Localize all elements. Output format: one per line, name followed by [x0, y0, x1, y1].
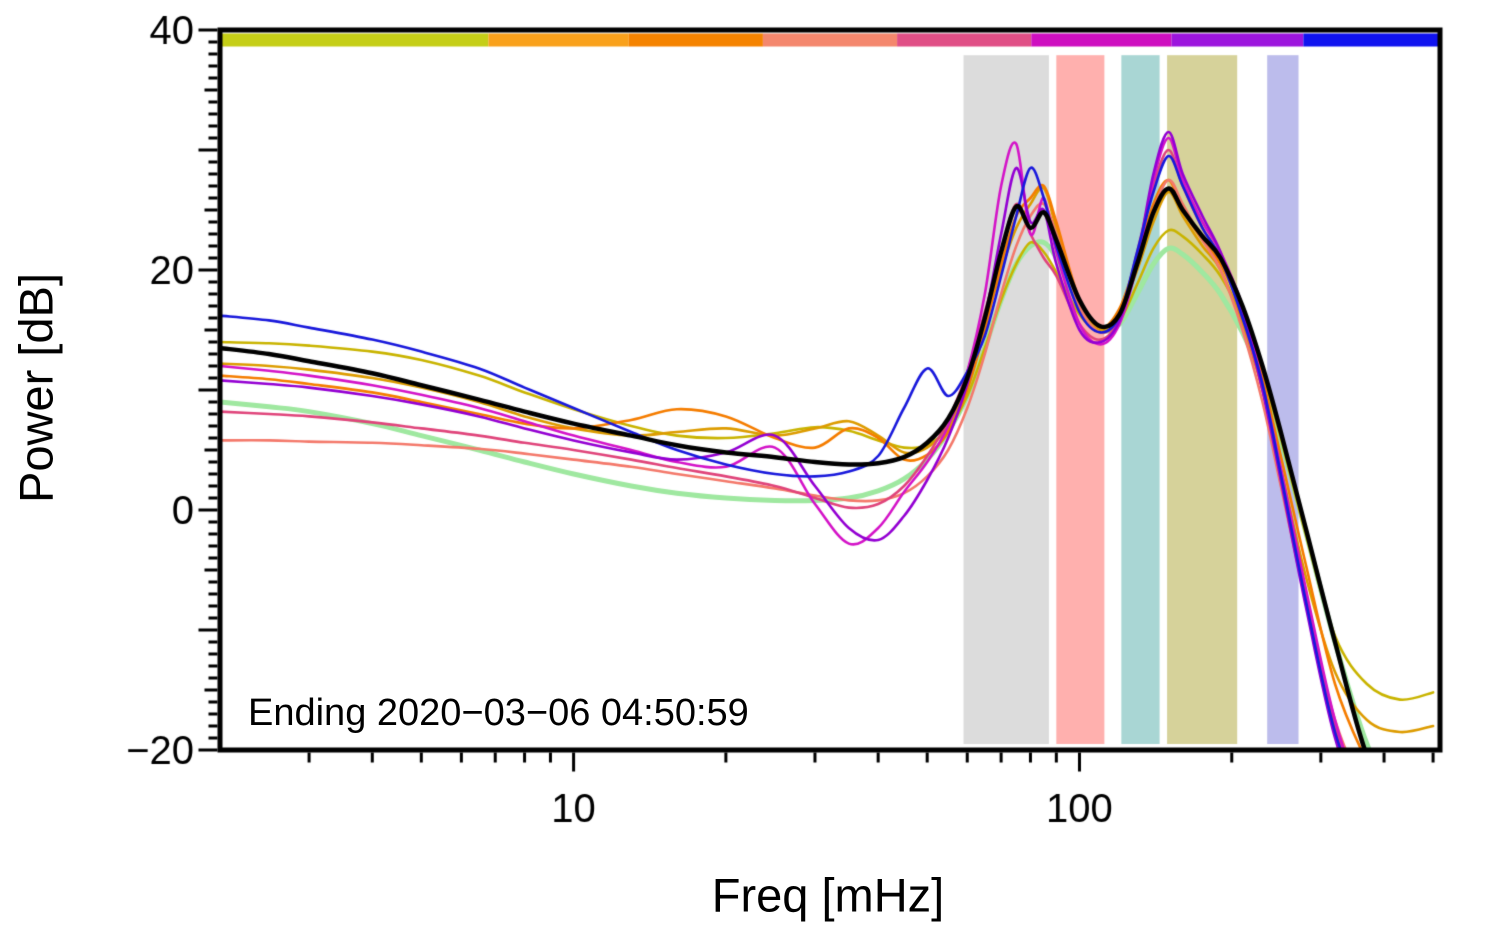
- ending-timestamp-annotation: Ending 2020−03−06 04:50:59: [248, 692, 749, 734]
- x-axis-title: Freq [mHz]: [711, 868, 945, 922]
- y-axis-title: Power [dB]: [9, 273, 63, 503]
